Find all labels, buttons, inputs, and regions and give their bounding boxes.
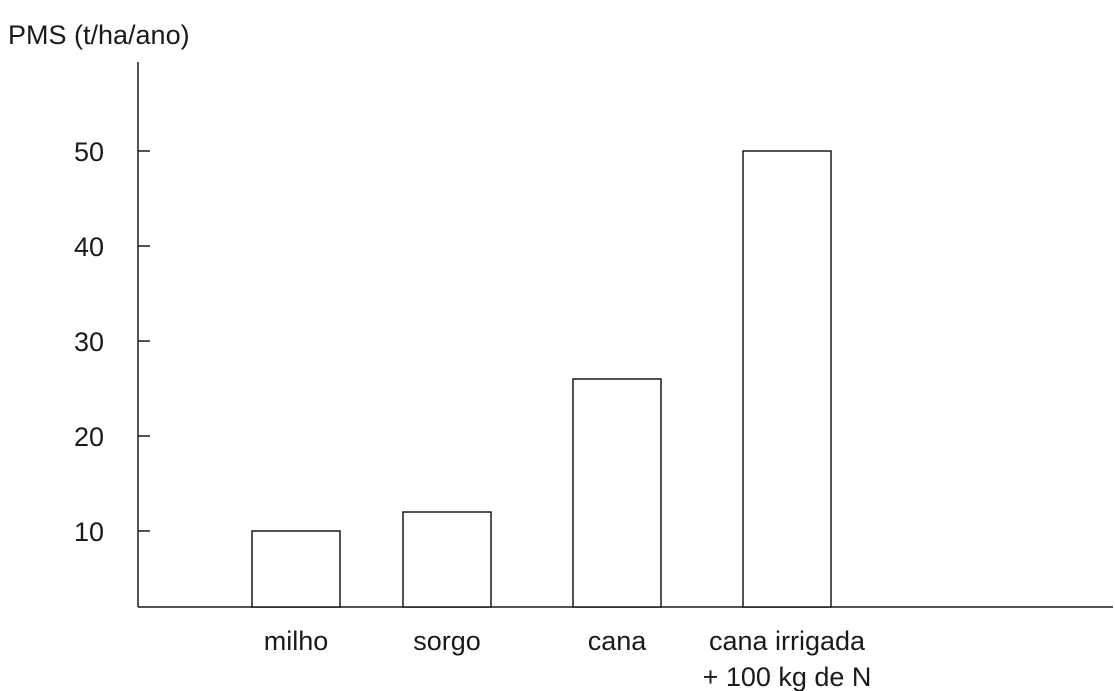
x-tick-label: cana irrigada bbox=[709, 626, 866, 656]
x-tick-label: cana bbox=[588, 626, 648, 656]
y-tick-label: 30 bbox=[74, 327, 104, 357]
y-tick-label: 20 bbox=[74, 422, 104, 452]
bar-cana bbox=[572, 378, 662, 608]
y-tick-label: 50 bbox=[74, 137, 104, 167]
y-tick-label: 40 bbox=[74, 232, 104, 262]
x-tick-label: sorgo bbox=[413, 626, 481, 656]
x-tick-label: + 100 kg de N bbox=[703, 662, 872, 691]
y-tick-label: 10 bbox=[74, 517, 104, 547]
x-tick-label: milho bbox=[264, 626, 329, 656]
bar-sorgo bbox=[402, 511, 492, 608]
bar-milho bbox=[251, 530, 341, 608]
y-axis-label: PMS (t/ha/ano) bbox=[8, 20, 190, 50]
bar-cana-irrigada bbox=[742, 150, 832, 608]
